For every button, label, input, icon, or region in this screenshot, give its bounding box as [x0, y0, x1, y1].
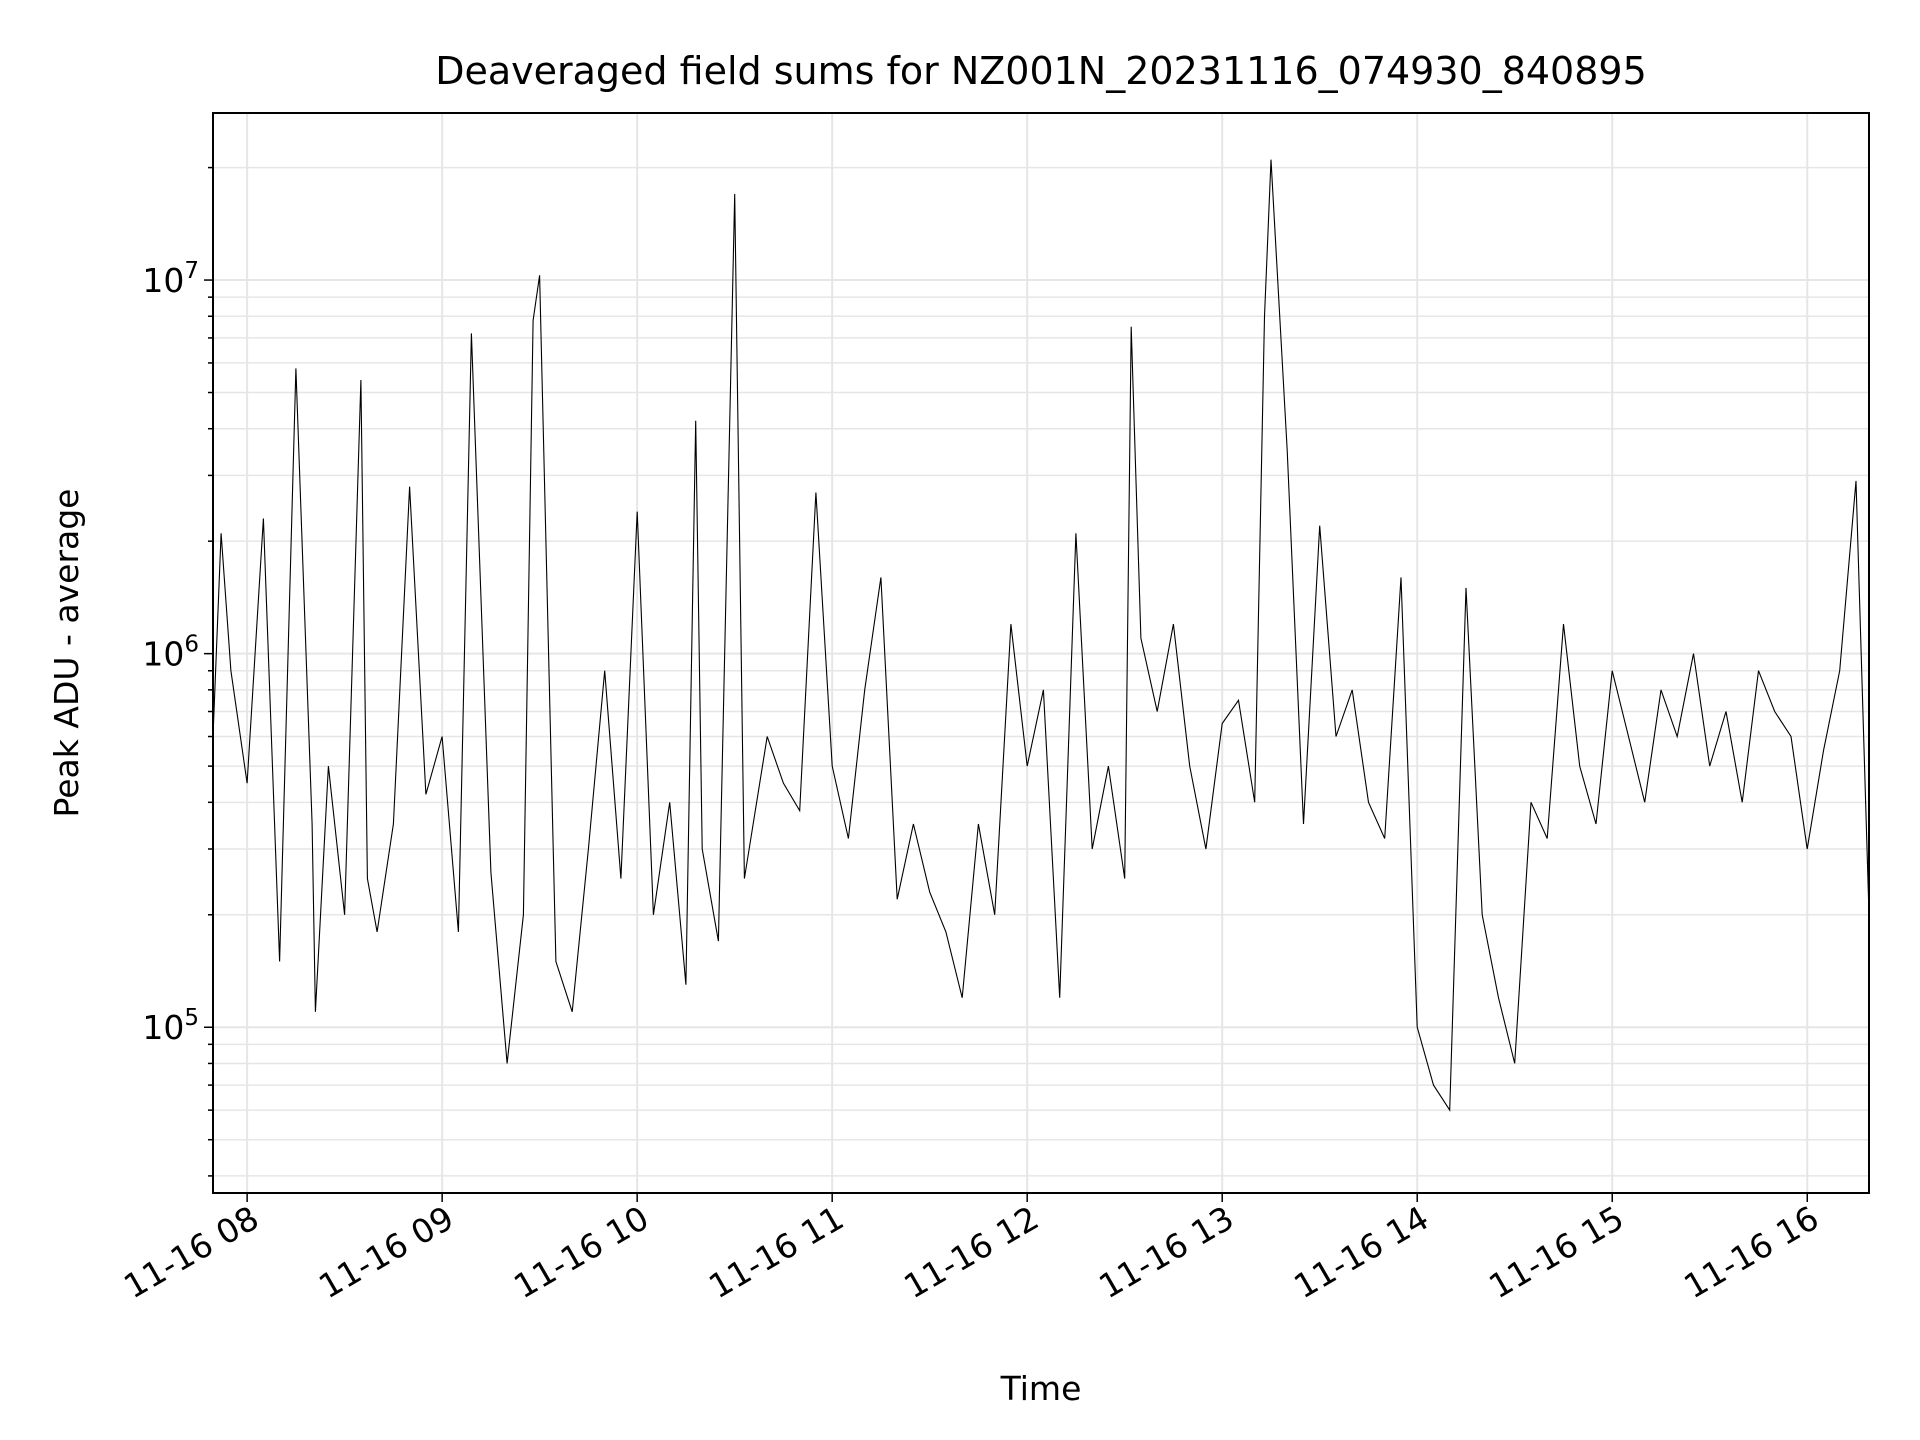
- y-tick-label: 107: [142, 258, 199, 300]
- y-axis: 105 106 107: [142, 166, 213, 1177]
- x-tick-label: 11-16 10: [507, 1198, 655, 1306]
- x-tick-label: 11-16 12: [897, 1198, 1045, 1306]
- series-line: [213, 159, 1869, 1112]
- x-tick-label: 11-16 14: [1287, 1198, 1435, 1306]
- y-tick-label: 105: [142, 1005, 199, 1047]
- x-tick-label: 11-16 09: [312, 1198, 460, 1306]
- x-tick-label: 11-16 13: [1092, 1198, 1240, 1306]
- y-axis-label: Peak ADU - average: [47, 489, 86, 818]
- x-tick-label: 11-16 11: [702, 1198, 850, 1306]
- x-tick-label: 11-16 16: [1677, 1198, 1825, 1306]
- x-tick-label: 11-16 08: [117, 1198, 265, 1306]
- chart-title: Deaveraged field sums for NZ001N_2023111…: [435, 49, 1647, 93]
- x-tick-label: 11-16 15: [1482, 1198, 1630, 1306]
- grid: [213, 113, 1869, 1193]
- x-axis: 11-16 08 11-16 09 11-16 10 11-16 11 11-16 12…: [117, 1193, 1825, 1306]
- y-tick-label: 106: [142, 632, 199, 674]
- x-axis-label: Time: [1000, 1369, 1082, 1408]
